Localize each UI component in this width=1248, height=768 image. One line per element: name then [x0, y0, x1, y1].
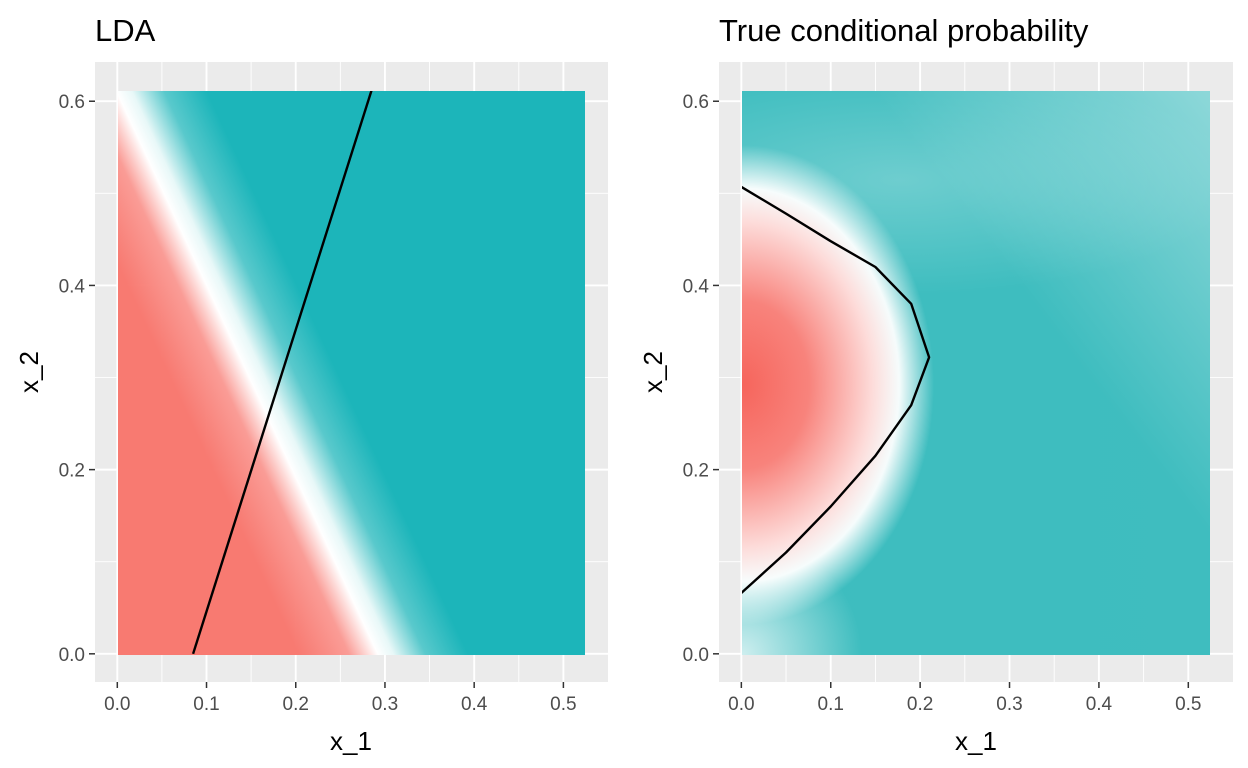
axis-ticks: 0.0 0.1 0.2 0.3 0.4 0.5 0.0 0.2 0.4 0.6	[59, 92, 577, 715]
x-axis-title: x_1	[330, 726, 372, 756]
x-tick-label: 0.5	[550, 694, 576, 715]
chart-panel-true-probability: True conditional probability x_1 x_2 0.0…	[638, 13, 1233, 756]
x-tick-label: 0.2	[907, 694, 933, 715]
y-axis-title: x_2	[14, 351, 44, 393]
x-tick-label: 0.4	[461, 694, 488, 715]
x-axis-title: x_1	[955, 726, 997, 756]
x-tick-label: 0.3	[372, 694, 398, 715]
panel-title: True conditional probability	[719, 13, 1089, 48]
x-tick-label: 0.0	[728, 694, 754, 715]
panel-title: LDA	[95, 13, 156, 48]
y-tick-label: 0.0	[683, 645, 709, 666]
y-tick-label: 0.4	[683, 276, 710, 297]
y-tick-label: 0.6	[59, 92, 85, 113]
axis-ticks: 0.0 0.1 0.2 0.3 0.4 0.5 0.0 0.2 0.4 0.6	[683, 92, 1202, 715]
x-tick-label: 0.0	[104, 694, 130, 715]
surface-red-region	[742, 91, 1210, 655]
x-tick-label: 0.1	[818, 694, 844, 715]
y-tick-label: 0.0	[59, 645, 85, 666]
x-tick-label: 0.2	[283, 694, 309, 715]
x-tick-label: 0.5	[1175, 694, 1201, 715]
y-tick-label: 0.2	[59, 461, 85, 482]
x-tick-label: 0.1	[193, 694, 219, 715]
chart-panel-lda: LDA x_1 x_2 0.0 0.1 0.2 0.3 0.4 0.50.00.20.40…	[14, 13, 608, 756]
decision-boundary-curve	[742, 185, 931, 594]
x-tick-label: 0.4	[1086, 694, 1113, 715]
y-tick-label: 0.2	[683, 461, 709, 482]
y-tick-label: 0.4	[59, 276, 86, 297]
decision-boundary-line	[191, 91, 373, 655]
y-tick-label: 0.6	[683, 92, 709, 113]
probability-surface	[118, 91, 585, 655]
probability-surface	[742, 91, 1210, 655]
y-axis-title: x_2	[638, 351, 668, 393]
x-tick-label: 0.3	[996, 694, 1022, 715]
